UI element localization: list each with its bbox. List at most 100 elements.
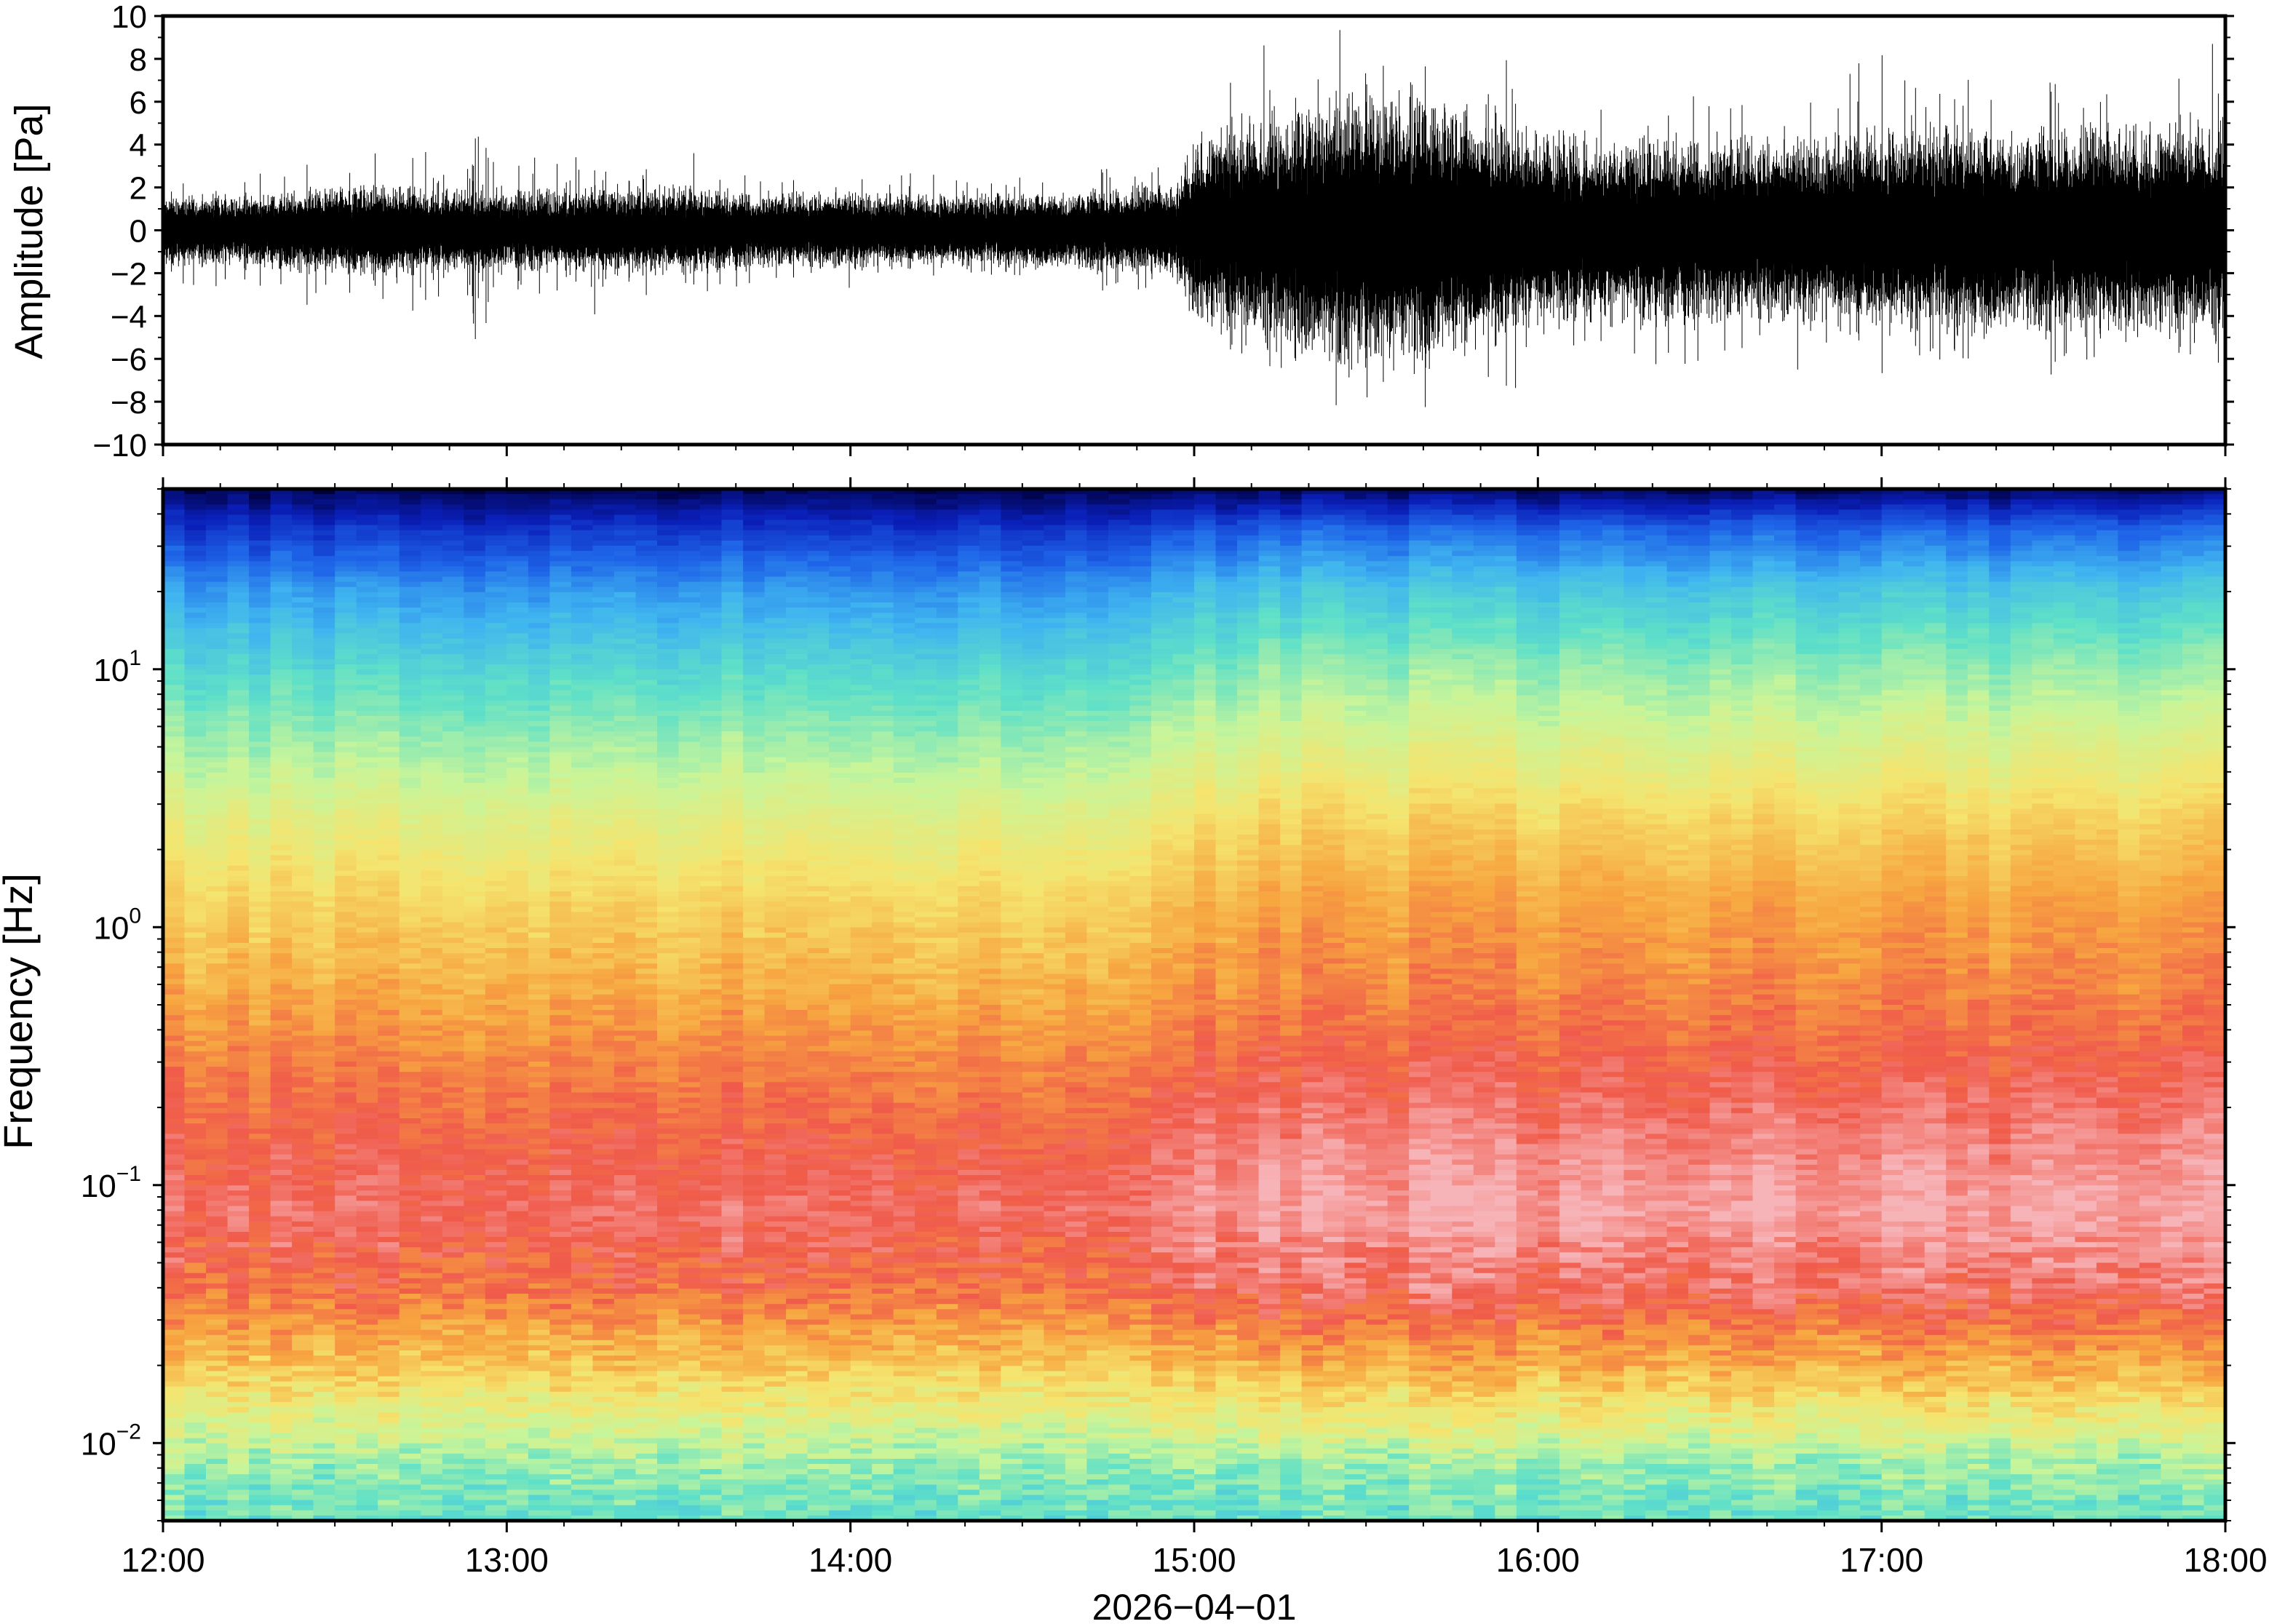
spectrogram-cell	[227, 628, 250, 634]
spectrogram-cell	[571, 1237, 593, 1243]
spectrogram-cell	[678, 504, 701, 510]
spectrogram-cell	[485, 1082, 507, 1088]
spectrogram-cell	[421, 1428, 443, 1434]
spectrogram-cell	[571, 891, 593, 897]
spectrogram-cell	[549, 1273, 572, 1279]
spectrogram-cell	[292, 1190, 314, 1196]
spectrogram-cell	[184, 968, 207, 975]
spectrogram-cell	[292, 1267, 314, 1274]
spectrogram-cell	[206, 602, 229, 608]
spectrogram-cell	[506, 994, 529, 1000]
spectrogram-cell	[292, 1164, 314, 1171]
spectrogram-cell	[549, 968, 572, 975]
spectrogram-cell	[635, 767, 658, 773]
spectrogram-cell	[421, 648, 443, 655]
spectrogram-cell	[613, 778, 636, 784]
spectrogram-cell	[485, 942, 507, 949]
spectrogram-cell	[592, 674, 615, 680]
spectrogram-cell	[571, 628, 593, 634]
spectrogram-cell	[592, 633, 615, 640]
spectrogram-cell	[356, 907, 378, 912]
spectrogram-cell	[549, 1356, 572, 1361]
spectrogram-cell	[657, 551, 680, 557]
spectrogram-cell	[313, 793, 335, 799]
spectrogram-cell	[506, 1242, 529, 1248]
spectrogram-cell	[657, 1345, 680, 1351]
spectrogram-cell	[635, 1020, 658, 1026]
spectrogram-cell	[206, 638, 229, 645]
spectrogram-cell	[464, 1412, 486, 1418]
spectrogram-cell	[227, 1237, 250, 1243]
spectrogram-cell	[592, 643, 615, 650]
spectrogram-cell	[399, 1329, 421, 1336]
spectrogram-cell	[399, 1242, 421, 1248]
spectrogram-cell	[421, 700, 443, 706]
spectrogram-cell	[485, 540, 507, 546]
spectrogram-cell	[613, 1030, 636, 1037]
spectrogram-cell	[657, 731, 680, 737]
spectrogram-cell	[270, 561, 293, 567]
spectrogram-cell	[378, 1479, 400, 1485]
spectrogram-cell	[270, 1190, 293, 1196]
spectrogram-cell	[506, 953, 529, 959]
spectrogram-cell	[249, 1247, 271, 1253]
spectrogram-cell	[184, 540, 207, 546]
spectrogram-cell	[657, 927, 680, 934]
spectrogram-cell	[613, 514, 636, 521]
spectrogram-cell	[335, 1056, 357, 1062]
spectrogram-cell	[549, 937, 572, 944]
spectrogram-cell	[270, 808, 293, 815]
spectrogram-cell	[421, 1453, 443, 1460]
spectrogram-cell	[635, 1340, 658, 1346]
spectrogram-cell	[313, 1020, 335, 1026]
spectrogram-cell	[485, 1149, 507, 1155]
spectrogram-cell	[506, 1067, 529, 1072]
spectrogram-cell	[528, 546, 550, 552]
spectrogram-cell	[356, 576, 378, 583]
spectrogram-cell	[678, 875, 701, 882]
spectrogram-cell	[635, 1433, 658, 1439]
spectrogram-cell	[613, 566, 636, 573]
spectrogram-cell	[378, 1289, 400, 1294]
spectrogram-cell	[399, 747, 421, 753]
spectrogram-cell	[464, 623, 486, 629]
spectrogram-cell	[270, 685, 293, 691]
spectrogram-cell	[313, 716, 335, 722]
spectrogram-cell	[206, 566, 229, 573]
spectrogram-cell	[399, 1391, 421, 1398]
spectrogram-cell	[335, 1072, 357, 1078]
spectrogram-cell	[635, 561, 658, 567]
spectrogram-cell	[464, 1107, 486, 1114]
spectrogram-cell	[442, 1030, 464, 1037]
spectrogram-cell	[313, 1396, 335, 1403]
spectrogram-cell	[506, 525, 529, 531]
spectrogram-cell	[506, 1366, 529, 1372]
spectrogram-cell	[378, 1062, 400, 1067]
spectrogram-cell	[571, 1169, 593, 1176]
spectrogram-cell	[378, 705, 400, 712]
spectrogram-cell	[571, 1092, 593, 1099]
spectrogram-cell	[356, 1257, 378, 1264]
spectrogram-cell	[313, 885, 335, 892]
spectrogram-cell	[485, 638, 507, 645]
spectrogram-cell	[249, 1221, 271, 1227]
spectrogram-cell	[613, 747, 636, 753]
spectrogram-cell	[442, 530, 464, 536]
spectrogram-cell	[485, 1324, 507, 1331]
spectrogram-cell	[657, 953, 680, 959]
spectrogram-cell	[313, 788, 335, 794]
spectrogram-cell	[249, 602, 271, 608]
spectrogram-cell	[249, 757, 271, 763]
spectrogram-cell	[399, 927, 421, 934]
spectrogram-cell	[421, 1092, 443, 1099]
spectrogram-cell	[270, 1107, 293, 1114]
spectrogram-cell	[657, 1294, 680, 1299]
spectrogram-cell	[313, 953, 335, 959]
spectrogram-cell	[678, 546, 701, 552]
spectrogram-cell	[528, 1267, 550, 1274]
spectrogram-cell	[485, 1010, 507, 1016]
spectrogram-cell	[528, 757, 550, 763]
spectrogram-cell	[592, 1412, 615, 1418]
spectrogram-cell	[613, 932, 636, 939]
spectrogram-cell	[678, 778, 701, 784]
